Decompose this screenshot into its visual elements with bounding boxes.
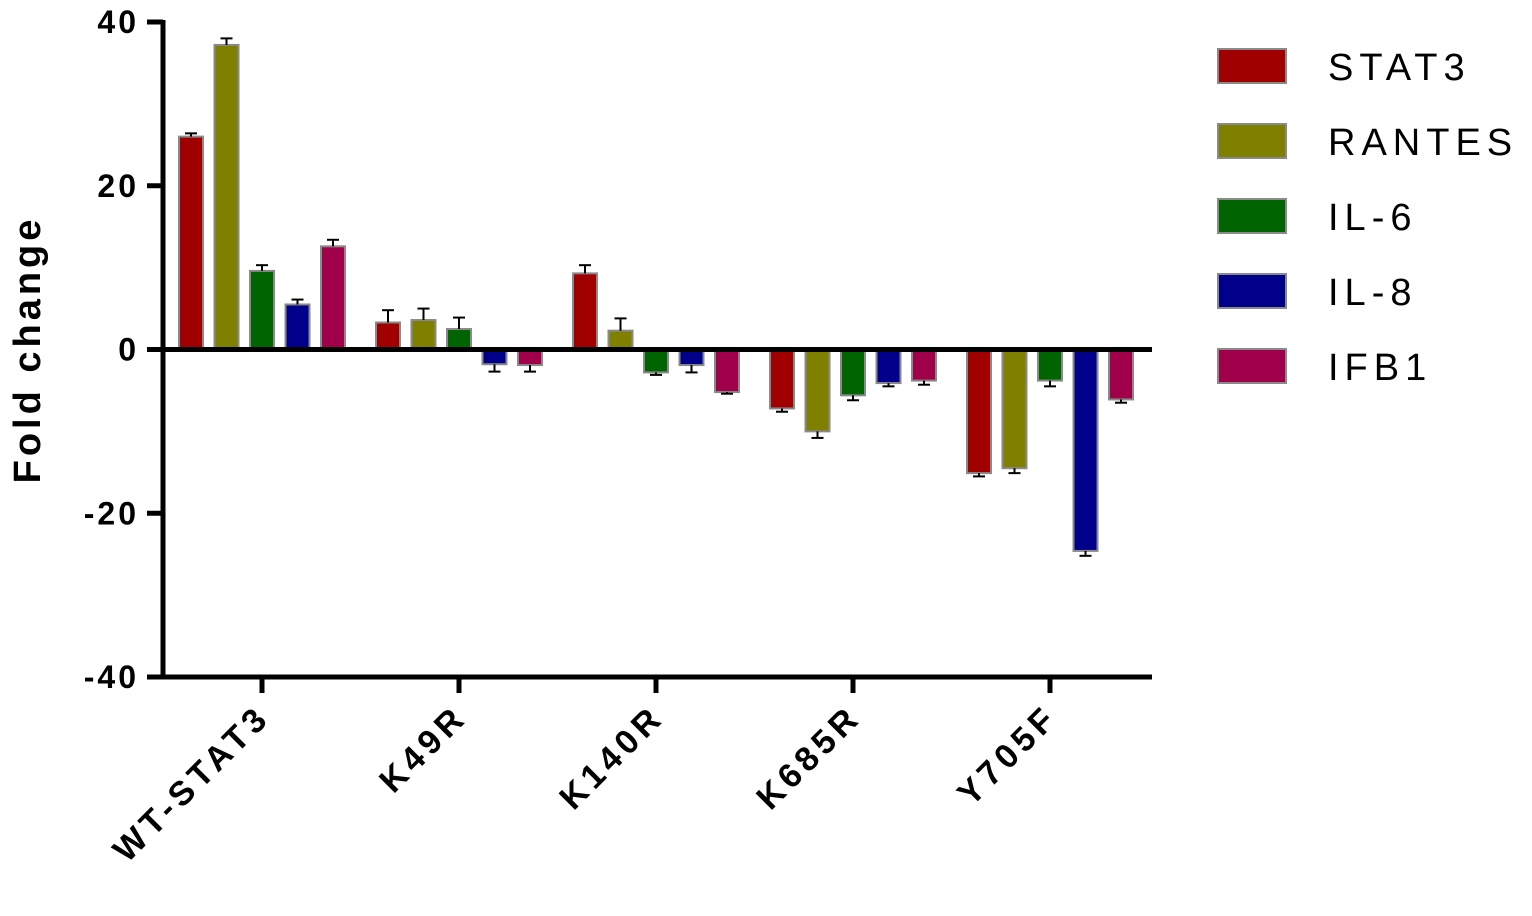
bar-rantes-k140r: [607, 329, 634, 351]
axes-layer: [147, 19, 1152, 693]
error-bar-ifb1-k140r: [721, 392, 733, 395]
bar-rantes-y705f: [1001, 348, 1028, 470]
bar-rantes-wt-stat3: [213, 43, 240, 351]
bar-il-6-y705f: [1037, 348, 1063, 382]
legend-swatch: [1217, 348, 1287, 384]
bar-stat3-y705f: [966, 348, 992, 475]
y-tick-label: -20: [84, 495, 139, 531]
error-bar-il-8-k685r: [882, 383, 895, 388]
error-bar-il-8-k140r: [685, 365, 698, 374]
legend-item-il-8: IL-8: [1217, 272, 1417, 314]
bar-il-6-k140r: [643, 348, 669, 374]
error-bar-stat3-k140r: [579, 264, 591, 274]
error-bar-il-8-k49r: [488, 364, 501, 373]
error-bar-il-6-y705f: [1044, 380, 1056, 388]
bar-il-6-k49r: [446, 328, 472, 351]
x-tick-label-k49r: K49R: [372, 698, 474, 800]
x-tick-label-y705f: Y705F: [950, 698, 1065, 813]
y-tick-label: 0: [118, 332, 139, 368]
bar-ifb1-k685r: [911, 348, 937, 382]
error-bar-rantes-k140r: [614, 317, 627, 331]
legend-item-ifb1: IFB1: [1217, 347, 1432, 389]
error-bar-rantes-wt-stat3: [220, 37, 233, 45]
legend-swatch: [1217, 273, 1287, 309]
bar-il-6-k685r: [840, 348, 866, 397]
error-bar-stat3-k49r: [382, 309, 394, 323]
bar-ifb1-k140r: [714, 348, 740, 394]
legend-item-stat3: STAT3: [1217, 47, 1471, 89]
bar-il-8-y705f: [1072, 348, 1099, 552]
legend: STAT3 RANTES IL-6 IL-8 IFB1: [1217, 47, 1518, 389]
error-bar-stat3-y705f: [973, 473, 985, 478]
y-tick-label: -40: [84, 659, 139, 695]
bars-layer: [178, 37, 1134, 557]
bar-il-6-wt-stat3: [249, 269, 275, 351]
legend-label: RANTES: [1328, 122, 1518, 164]
legend-label: STAT3: [1328, 47, 1471, 89]
y-axis-label: Fold change: [7, 216, 49, 484]
error-bar-stat3-k685r: [776, 408, 788, 413]
error-bar-ifb1-y705f: [1115, 399, 1127, 404]
legend-label: IFB1: [1328, 347, 1432, 389]
legend-swatch: [1217, 198, 1287, 234]
error-bar-il-6-k140r: [650, 372, 662, 376]
error-bar-il-8-y705f: [1079, 550, 1092, 557]
error-bar-rantes-k685r: [811, 431, 824, 439]
error-bar-il-8-wt-stat3: [291, 298, 304, 305]
bar-stat3-k685r: [769, 348, 795, 410]
error-bar-il-6-k49r: [453, 316, 465, 330]
error-bar-il-6-wt-stat3: [256, 264, 268, 271]
bar-ifb1-y705f: [1108, 348, 1134, 401]
bar-il-8-k685r: [875, 348, 902, 385]
error-bar-ifb1-wt-stat3: [327, 238, 339, 247]
error-bar-ifb1-k49r: [524, 365, 536, 373]
bar-rantes-k49r: [410, 319, 437, 351]
y-tick-label: 20: [97, 168, 139, 204]
legend-item-il-6: IL-6: [1217, 197, 1417, 239]
bar-il-8-wt-stat3: [284, 303, 311, 351]
bar-stat3-k49r: [375, 321, 401, 351]
error-bar-stat3-wt-stat3: [185, 132, 197, 137]
x-tick-label-k685r: K685R: [749, 698, 868, 817]
error-bar-rantes-y705f: [1008, 468, 1021, 475]
bar-ifb1-wt-stat3: [320, 245, 346, 351]
legend-swatch: [1217, 123, 1287, 159]
y-tick-label: 40: [97, 4, 139, 40]
legend-swatch: [1217, 48, 1287, 84]
error-bar-rantes-k49r: [417, 307, 430, 321]
bar-rantes-k685r: [804, 348, 831, 433]
legend-label: IL-6: [1328, 197, 1417, 239]
legend-item-rantes: RANTES: [1217, 122, 1518, 164]
error-bar-il-6-k685r: [847, 395, 859, 402]
error-bar-ifb1-k685r: [918, 380, 930, 386]
x-tick-label-wt-stat3: WT-STAT3: [106, 698, 278, 870]
bar-stat3-k140r: [572, 272, 598, 351]
x-tick-label-k140r: K140R: [552, 698, 671, 817]
bar-stat3-wt-stat3: [178, 135, 204, 351]
legend-label: IL-8: [1328, 272, 1417, 314]
